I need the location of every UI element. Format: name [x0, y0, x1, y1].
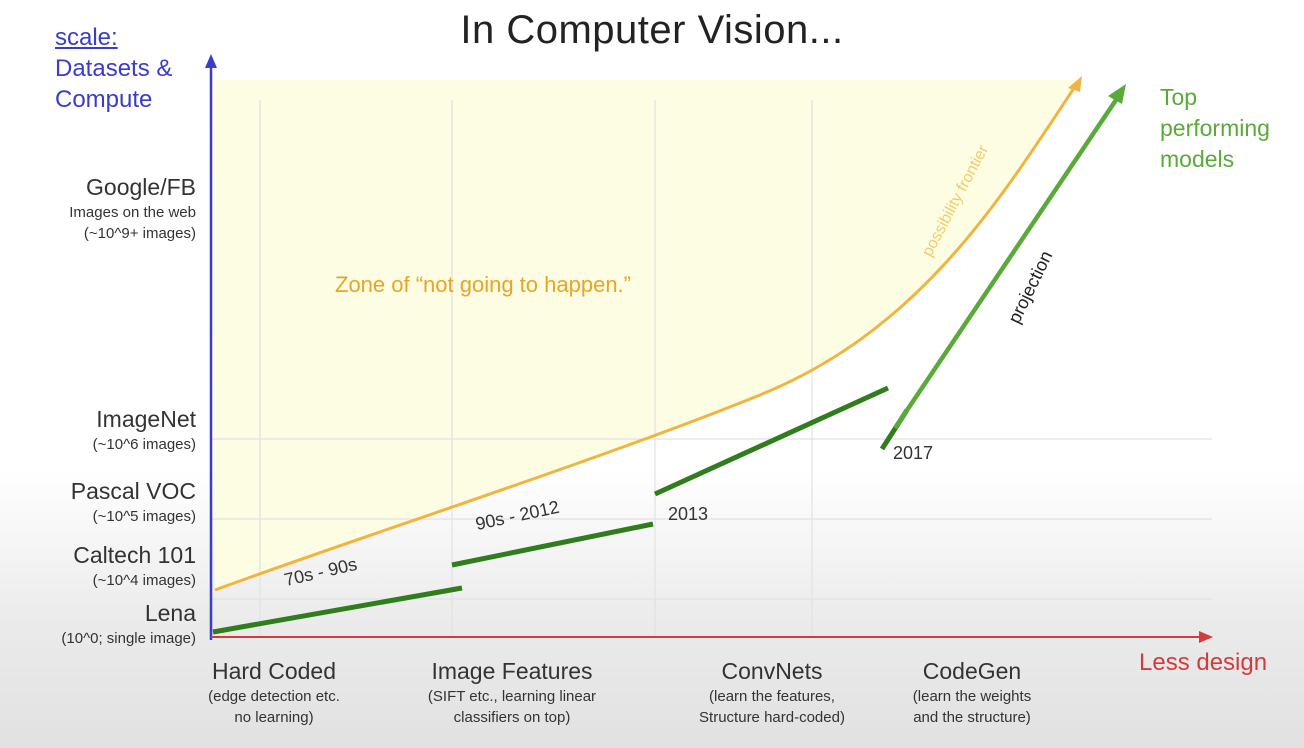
top-models-line: Top — [1160, 84, 1198, 110]
x-axis-label: Less design — [1139, 649, 1268, 676]
y-tick-label: Pascal VOC — [70, 478, 196, 504]
x-tick-sub: and the structure) — [913, 709, 1031, 726]
grid-lines — [212, 100, 1212, 638]
x-tick-codegen: CodeGen (learn the weights and the struc… — [852, 656, 1092, 728]
x-tick-sub: Structure hard-coded) — [699, 709, 845, 726]
x-tick-sub: no learning) — [234, 709, 314, 726]
zone-label: Zone of “not going to happen.” — [335, 272, 631, 297]
y-tick-sub: (~10^5 images) — [92, 508, 196, 525]
impossible-zone — [212, 80, 1078, 590]
year-label-2017: 2017 — [893, 443, 934, 463]
y-axis-label-line: Compute — [55, 86, 153, 113]
x-tick-label: ConvNets — [721, 658, 823, 684]
x-tick-label: Image Features — [431, 658, 593, 684]
y-tick-label: Caltech 101 — [73, 542, 196, 568]
segment-image-features — [451, 521, 654, 568]
y-tick-pascal-voc: Pascal VOC (~10^5 images) — [71, 476, 196, 527]
y-tick-lena: Lena (10^0; single image) — [61, 598, 196, 649]
x-tick-sub: (edge detection etc. — [208, 688, 340, 705]
y-axis-label-scale: scale: — [55, 24, 118, 51]
x-tick-sub: (learn the features, — [709, 688, 835, 705]
y-axis-label: scale: Datasets & Compute — [55, 22, 172, 115]
top-models-line: models — [1160, 146, 1235, 172]
y-tick-label: Lena — [144, 600, 196, 626]
y-tick-sub: Images on the web — [69, 204, 196, 221]
x-tick-sub: classifiers on top) — [453, 709, 571, 726]
y-tick-label: ImageNet — [96, 406, 196, 432]
y-tick-sub: (~10^4 images) — [92, 572, 196, 589]
top-performing-models-label: Top performing models — [1160, 82, 1270, 175]
projection-arrowhead — [1108, 84, 1126, 104]
y-tick-sub: (~10^6 images) — [92, 436, 196, 453]
segment-hard-coded — [212, 585, 463, 635]
top-models-line: performing — [1160, 115, 1270, 141]
possibility-frontier-curve — [214, 81, 1080, 592]
y-tick-imagenet: ImageNet (~10^6 images) — [93, 404, 196, 455]
x-tick-hard-coded: Hard Coded (edge detection etc. no learn… — [154, 656, 394, 728]
y-tick-caltech-101: Caltech 101 (~10^4 images) — [73, 540, 196, 591]
y-tick-sub: (10^0; single image) — [61, 630, 196, 647]
year-label-2013: 2013 — [668, 504, 709, 524]
x-axis-arrowhead — [1199, 631, 1213, 643]
frontier-arrowhead — [1068, 76, 1082, 92]
projection-arrow — [893, 95, 1120, 430]
slide-title: In Computer Vision... — [460, 8, 844, 52]
x-tick-image-features: Image Features (SIFT etc., learning line… — [392, 656, 632, 728]
y-axis-label-line: Datasets & — [55, 55, 173, 82]
x-tick-convnets: ConvNets (learn the features, Structure … — [652, 656, 892, 728]
x-tick-sub: (learn the weights — [912, 688, 1032, 705]
y-tick-sub: (~10^9+ images) — [83, 225, 196, 242]
y-tick-google-fb: Google/FB Images on the web (~10^9+ imag… — [69, 172, 196, 244]
x-tick-label: Hard Coded — [211, 658, 337, 684]
y-tick-label: Google/FB — [86, 174, 196, 200]
x-tick-label: CodeGen — [922, 658, 1022, 684]
x-tick-sub: (SIFT etc., learning linear — [427, 688, 597, 705]
segment-convnets — [653, 385, 890, 497]
y-axis-arrowhead — [205, 54, 217, 68]
